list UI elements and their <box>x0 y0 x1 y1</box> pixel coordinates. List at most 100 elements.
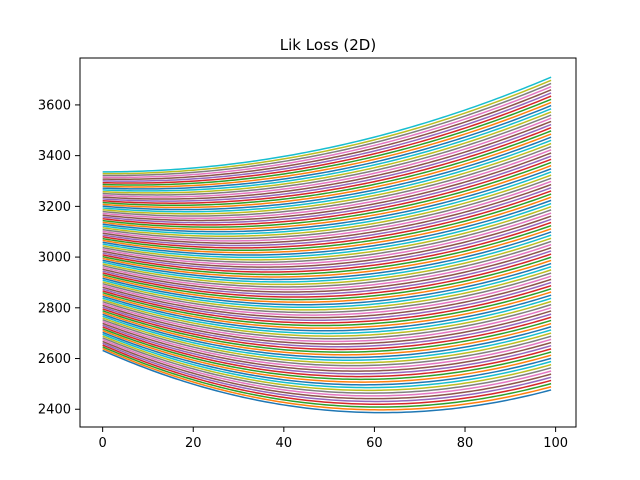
series-line-51 <box>102 228 552 278</box>
series-line-11 <box>102 329 552 383</box>
series-line-3 <box>102 344 552 405</box>
series-line-66 <box>102 180 552 242</box>
series-line-18 <box>102 317 552 364</box>
x-tick-label: 80 <box>457 436 474 451</box>
series-line-89 <box>102 108 552 192</box>
series-line-82 <box>102 130 552 207</box>
y-tick-label: 2600 <box>38 352 71 367</box>
series-line-95 <box>102 89 552 181</box>
y-tick-label: 3000 <box>38 251 71 266</box>
series-line-83 <box>102 127 552 204</box>
series-line-97 <box>102 82 552 177</box>
y-tick-label: 3200 <box>38 200 71 215</box>
series-line-33 <box>102 284 552 324</box>
series-line-50 <box>102 231 552 281</box>
series-line-85 <box>102 120 552 200</box>
series-line-34 <box>102 281 552 322</box>
series-line-60 <box>102 199 552 256</box>
series-line-4 <box>102 342 552 403</box>
series-line-80 <box>102 136 552 211</box>
series-line-79 <box>102 139 552 213</box>
series-line-76 <box>102 149 552 219</box>
series-line-78 <box>102 142 552 215</box>
series-line-62 <box>102 193 552 252</box>
series-line-68 <box>102 174 552 238</box>
series-line-14 <box>102 324 552 375</box>
series-line-88 <box>102 111 552 194</box>
series-line-90 <box>102 104 552 190</box>
series-line-23 <box>102 308 552 351</box>
series-line-8 <box>102 335 552 392</box>
series-line-1 <box>102 347 552 411</box>
series-line-71 <box>102 164 552 231</box>
series-line-6 <box>102 338 552 397</box>
series-line-75 <box>102 152 552 222</box>
series-line-67 <box>102 177 552 240</box>
plot-frame <box>79 57 577 428</box>
series-line-45 <box>102 247 552 293</box>
series-line-29 <box>102 297 552 335</box>
series-line-0 <box>102 349 552 414</box>
series-layer <box>102 76 552 414</box>
series-line-73 <box>102 158 552 226</box>
series-line-21 <box>102 311 552 356</box>
y-tick-label: 2800 <box>38 301 71 316</box>
series-line-40 <box>102 262 552 306</box>
series-line-12 <box>102 328 552 381</box>
series-line-5 <box>102 340 552 400</box>
series-line-86 <box>102 117 552 198</box>
series-line-24 <box>102 306 552 348</box>
y-tick-label: 2400 <box>38 403 71 418</box>
series-line-96 <box>102 85 552 179</box>
series-line-31 <box>102 291 552 329</box>
x-tick-label: 0 <box>99 436 107 451</box>
series-line-84 <box>102 123 552 202</box>
series-line-13 <box>102 326 552 378</box>
series-line-56 <box>102 212 552 266</box>
series-line-20 <box>102 313 552 359</box>
series-line-58 <box>102 205 552 261</box>
series-line-16 <box>102 320 552 370</box>
series-line-54 <box>102 218 552 271</box>
chart-title: Lik Loss (2D) <box>280 36 376 54</box>
series-line-43 <box>102 253 552 298</box>
series-line-32 <box>102 288 552 327</box>
series-line-99 <box>102 76 552 173</box>
series-line-39 <box>102 266 552 309</box>
series-line-15 <box>102 322 552 372</box>
series-line-25 <box>102 304 552 345</box>
series-line-77 <box>102 145 552 217</box>
series-line-46 <box>102 243 552 291</box>
series-line-17 <box>102 319 552 367</box>
series-line-55 <box>102 215 552 268</box>
x-tick-label: 60 <box>366 436 383 451</box>
series-line-2 <box>102 346 552 408</box>
series-line-74 <box>102 155 552 224</box>
series-line-37 <box>102 272 552 314</box>
series-line-72 <box>102 161 552 228</box>
series-line-22 <box>102 310 552 353</box>
series-line-64 <box>102 187 552 247</box>
series-line-69 <box>102 171 552 235</box>
series-line-91 <box>102 101 552 188</box>
series-line-53 <box>102 221 552 273</box>
x-tick-label: 20 <box>185 436 202 451</box>
series-line-36 <box>102 275 552 316</box>
series-line-42 <box>102 256 552 301</box>
series-line-7 <box>102 337 552 394</box>
x-tick-label: 100 <box>543 436 568 451</box>
series-line-57 <box>102 209 552 264</box>
x-axis: 0 20 40 60 80 100 <box>99 427 568 451</box>
series-line-44 <box>102 250 552 296</box>
series-line-92 <box>102 98 552 186</box>
series-line-93 <box>102 95 552 184</box>
series-line-48 <box>102 237 552 286</box>
series-line-35 <box>102 278 552 319</box>
series-line-63 <box>102 190 552 249</box>
series-line-28 <box>102 299 552 337</box>
series-line-9 <box>102 333 552 389</box>
y-tick-label: 3400 <box>38 149 71 164</box>
series-line-61 <box>102 196 552 254</box>
series-line-41 <box>102 259 552 303</box>
